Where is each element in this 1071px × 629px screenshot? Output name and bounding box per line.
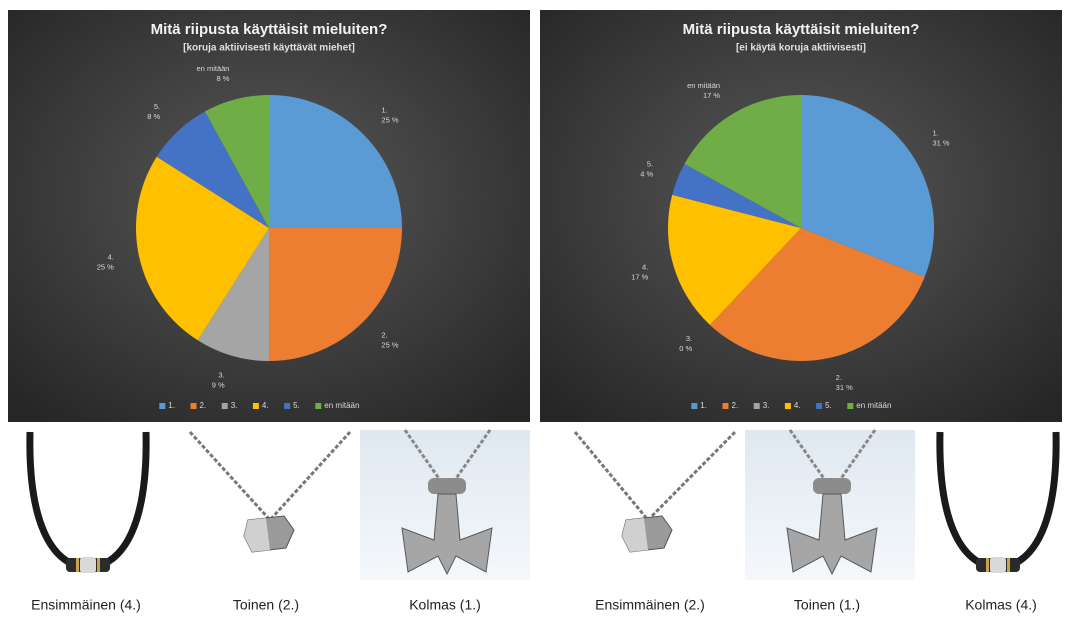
chart: Mitä riipusta käyttäisit mieluiten? [ei k…	[540, 10, 1062, 422]
legend-label: en mitään	[324, 401, 359, 410]
data-label: 25 %	[97, 263, 114, 272]
chart-title: Mitä riipusta käyttäisit mieluiten?	[151, 21, 388, 38]
legend-swatch	[847, 403, 854, 409]
legend-label: 4.	[262, 401, 269, 410]
data-label-category: 2.	[836, 373, 842, 382]
caption: Toinen (1.)	[794, 597, 860, 613]
legend-label: 3.	[763, 401, 770, 410]
legend-label: 5.	[825, 401, 832, 410]
pie-slice	[204, 95, 269, 228]
legend-swatch	[753, 403, 760, 409]
pie-slice	[156, 111, 269, 228]
product-images	[26, 429, 1060, 580]
data-label-category: 3.	[686, 334, 692, 343]
legend-label: 5.	[293, 401, 300, 410]
data-label: 9 %	[212, 381, 225, 390]
legend-swatch	[315, 403, 322, 409]
product-image	[936, 431, 1060, 573]
data-label: 17 %	[631, 272, 648, 281]
pie-slice	[668, 194, 801, 325]
legend-swatch	[284, 403, 291, 409]
legend-swatch	[221, 403, 228, 409]
product-image	[745, 429, 915, 580]
pie-slice	[269, 95, 402, 228]
chart-subtitle: [koruja aktiivisesti käyttävät miehet]	[183, 43, 355, 54]
legend-swatch	[252, 403, 259, 409]
legend-swatch	[691, 403, 698, 409]
pie-slice	[684, 95, 801, 228]
caption: Kolmas (1.)	[409, 597, 481, 613]
data-label-category: 1.	[933, 129, 939, 138]
legend-label: 1.	[168, 401, 175, 410]
data-label: 0 %	[679, 344, 692, 353]
legend-label: 4.	[794, 401, 801, 410]
data-label: 31 %	[933, 139, 950, 148]
data-label-category: 3.	[218, 371, 224, 380]
legend-swatch	[190, 403, 197, 409]
legend-label: 1.	[700, 401, 707, 410]
legend-label: 3.	[231, 401, 238, 410]
legend-swatch	[722, 403, 729, 409]
pie-slice	[135, 156, 269, 341]
data-label-category: en mitään	[687, 81, 720, 90]
legend-swatch	[159, 403, 166, 409]
pie-slice	[801, 95, 934, 277]
data-label-category: 5.	[154, 102, 160, 111]
chart-title: Mitä riipusta käyttäisit mieluiten?	[683, 21, 920, 38]
pie-slice	[672, 163, 801, 228]
pie-slice	[269, 228, 402, 361]
data-label-category: 2.	[381, 330, 387, 339]
data-label-category: 4.	[108, 253, 114, 262]
chart-subtitle: [ei käytä koruja aktiivisesti]	[736, 43, 866, 54]
caption: Kolmas (4.)	[965, 597, 1037, 613]
pie-slice	[197, 228, 269, 361]
data-label: 31 %	[836, 383, 853, 392]
product-image	[26, 431, 150, 573]
data-label-category: en mitään	[197, 64, 230, 73]
legend-swatch	[784, 403, 791, 409]
data-label-category: 4.	[642, 262, 648, 271]
data-label: 17 %	[703, 91, 720, 100]
legend-label: 2.	[200, 401, 207, 410]
product-image	[573, 430, 737, 553]
legend-swatch	[816, 403, 823, 409]
data-label-category: 5.	[647, 159, 653, 168]
caption: Ensimmäinen (4.)	[31, 597, 141, 613]
product-image	[360, 429, 530, 580]
data-label: 8 %	[147, 112, 160, 121]
data-label-category: 1.	[381, 106, 387, 115]
data-label: 8 %	[217, 74, 230, 83]
data-label: 4 %	[640, 169, 653, 178]
product-image	[188, 430, 352, 553]
data-label: 25 %	[381, 340, 398, 349]
caption: Toinen (2.)	[233, 597, 299, 613]
pie-slice	[709, 228, 925, 361]
legend-label: en mitään	[856, 401, 891, 410]
chart: Mitä riipusta käyttäisit mieluiten? [koru…	[8, 10, 530, 422]
legend-label: 2.	[732, 401, 739, 410]
data-label: 25 %	[381, 116, 398, 125]
caption: Ensimmäinen (2.)	[595, 597, 705, 613]
